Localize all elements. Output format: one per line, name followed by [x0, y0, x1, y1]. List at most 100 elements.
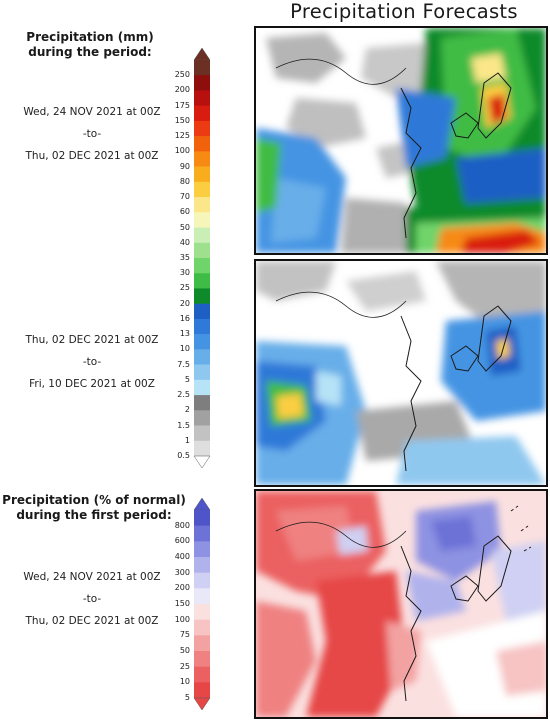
percent-tick-label: 25	[179, 661, 190, 671]
amount-legend-heading-line1: Precipitation (mm)	[26, 30, 154, 44]
percent-swatch	[194, 682, 210, 699]
amount-swatch	[194, 364, 210, 381]
percent-tick-label: 800	[174, 520, 190, 530]
amount-swatch	[194, 166, 210, 183]
amount-swatch	[194, 334, 210, 350]
forecast-map-period-2	[254, 259, 548, 487]
amount-tick-label: 25	[179, 283, 190, 293]
map-1-canvas	[256, 28, 546, 253]
amount-swatch	[194, 303, 210, 320]
amount-tick-label: 175	[174, 100, 190, 110]
percent-legend-heading: Precipitation (% of normal) during the f…	[0, 493, 188, 523]
amount-swatch	[194, 379, 210, 396]
amount-tick-label: 100	[174, 146, 190, 156]
amount-tick-label: 80	[179, 176, 190, 186]
percent-swatch	[194, 604, 210, 620]
amount-tick-label: 60	[179, 207, 190, 217]
percent-swatch	[194, 588, 210, 605]
percent-swatch	[194, 557, 210, 573]
amount-swatch	[194, 227, 210, 244]
amount-tick-label: 13	[179, 329, 190, 339]
percent-swatch	[194, 541, 210, 558]
amount-swatch	[194, 120, 210, 137]
percent-tick-label: 10	[179, 677, 190, 687]
amount-swatch	[194, 395, 210, 411]
amount-swatch	[194, 349, 210, 365]
percent-tick-label: 50	[179, 646, 190, 655]
amount-tick-label: 40	[179, 237, 190, 247]
amount-swatch	[194, 242, 210, 259]
percent-tick-label: 300	[174, 567, 190, 577]
period-3-label: Wed, 24 NOV 2021 at 00Z -to- Thu, 02 DEC…	[6, 566, 178, 632]
percent-legend-heading-line1: Precipitation (% of normal)	[2, 493, 186, 507]
percent-tick-label: 100	[174, 614, 190, 624]
amount-swatch	[194, 425, 210, 442]
percent-swatch	[194, 619, 210, 636]
amount-swatch	[194, 105, 210, 122]
amount-colorbar	[193, 48, 211, 468]
percent-tick-label: 75	[179, 630, 190, 640]
forecast-map-period-1	[254, 26, 548, 255]
period-1-start: Wed, 24 NOV 2021 at 00Z	[23, 106, 161, 118]
amount-swatch	[194, 258, 210, 274]
map-3-canvas	[256, 491, 546, 717]
percent-swatch	[194, 510, 210, 526]
amount-swatch	[194, 410, 210, 426]
amount-tick-label: 200	[174, 85, 190, 95]
percent-tick-label: 400	[174, 552, 190, 561]
percent-swatch	[194, 651, 210, 667]
period-1-label: Wed, 24 NOV 2021 at 00Z -to- Thu, 02 DEC…	[6, 101, 178, 167]
amount-tick-label: 30	[179, 268, 190, 278]
map-2-canvas	[256, 261, 546, 485]
amount-tick-label: 10	[179, 344, 190, 354]
percent-swatch	[194, 525, 210, 542]
percent-tick-label: 5	[184, 693, 190, 702]
amount-swatch	[194, 151, 210, 167]
percent-tick-label: 150	[174, 599, 190, 608]
amount-tick-label: 5	[184, 374, 190, 384]
period-2-end: Fri, 10 DEC 2021 at 00Z	[29, 378, 155, 390]
amount-swatch	[194, 197, 210, 213]
period-2-label: Thu, 02 DEC 2021 at 00Z -to- Fri, 10 DEC…	[6, 329, 178, 395]
amount-legend-heading-line2: during the period:	[28, 45, 152, 59]
period-1-end: Thu, 02 DEC 2021 at 00Z	[25, 150, 159, 162]
amount-swatch	[194, 318, 210, 335]
amount-tick-label: 7.5	[177, 359, 190, 369]
period-2-start: Thu, 02 DEC 2021 at 00Z	[25, 334, 159, 346]
percent-swatch	[194, 635, 210, 652]
amount-tick-label: 35	[179, 253, 190, 262]
amount-cap-bottom	[193, 455, 211, 468]
amount-tick-label: 90	[179, 161, 190, 171]
amount-swatch	[194, 440, 210, 457]
amount-tick-label: 70	[179, 192, 190, 202]
percent-cap-bottom	[193, 697, 211, 710]
amount-swatch	[194, 288, 210, 304]
amount-swatch	[194, 60, 210, 76]
amount-tick-label: 2	[184, 405, 190, 415]
amount-tick-label: 0.5	[177, 451, 190, 460]
period-2-sep: -to-	[82, 356, 102, 368]
page-title: Precipitation Forecasts	[290, 0, 518, 23]
percent-swatch	[194, 572, 210, 589]
amount-tick-label: 250	[174, 70, 190, 80]
amount-tick-label: 1	[184, 435, 190, 445]
amount-tick-label: 125	[174, 131, 190, 141]
amount-tick-label: 150	[174, 115, 190, 125]
period-3-sep: -to-	[82, 593, 102, 605]
amount-swatch	[194, 90, 210, 106]
amount-swatch	[194, 212, 210, 228]
percent-colorbar	[193, 498, 211, 710]
amount-swatch	[194, 75, 210, 91]
amount-swatch	[194, 181, 210, 198]
period-3-end: Thu, 02 DEC 2021 at 00Z	[25, 615, 159, 627]
amount-legend-heading: Precipitation (mm) during the period:	[0, 30, 180, 60]
amount-colorbar-labels: 250 200 175 150 125 100 90 80 70 60 50 40 35 30 25 20 16…	[164, 0, 192, 723]
percent-colorbar-labels: 800 600 400 300 200 150 100 75 50 25 10 5	[164, 0, 192, 723]
amount-tick-label: 1.5	[177, 420, 190, 430]
percent-cap-top	[193, 498, 211, 511]
amount-tick-label: 16	[179, 313, 190, 323]
percent-normal-map	[254, 489, 548, 719]
amount-tick-label: 50	[179, 222, 190, 232]
period-1-sep: -to-	[82, 128, 102, 140]
amount-cap-top	[193, 48, 211, 61]
